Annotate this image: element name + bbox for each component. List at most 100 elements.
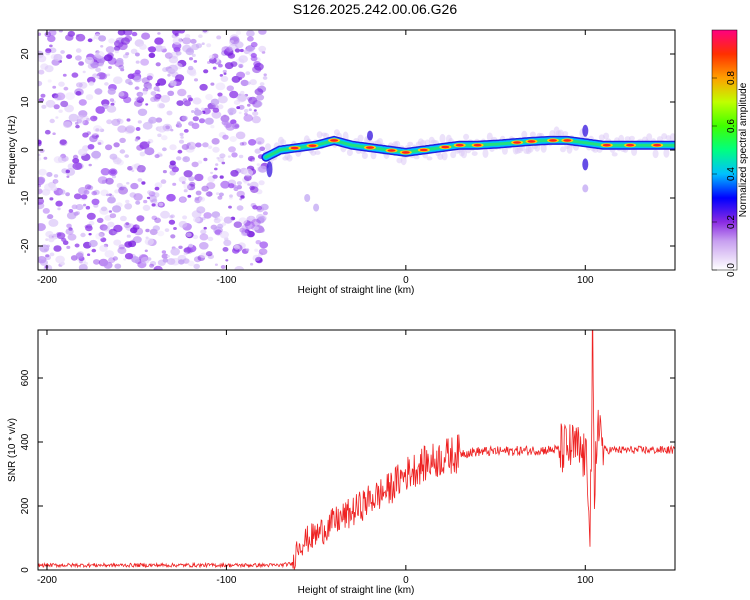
spectrogram-noise-blob [214,167,218,171]
spectrogram-noise-blob [140,256,150,264]
spectrogram-noise-blob [62,73,67,77]
spectrogram-noise-blob [175,51,182,56]
spectrogram-noise-blob [170,234,176,239]
spectrogram-noise-blob [223,72,227,75]
spectrogram-noise-blob [212,107,220,113]
spectrogram-noise-blob [131,169,135,172]
spectrogram-noise-blob [251,115,261,124]
spectrogram-noise-blob [241,141,247,146]
spectrogram-noise-blob [221,222,227,226]
spectrogram-noise-blob [91,248,97,253]
spectrogram-noise-blob [107,52,114,59]
spectrogram-noise-blob [112,100,116,104]
spectrogram-noise-blob [210,82,215,86]
spectrogram-noise-blob [136,215,145,222]
spectrogram-noise-blob [52,233,58,238]
snr-plot-area [38,330,675,570]
spectrogram-noise-blob [78,264,88,270]
spectrogram-noise-blob [131,164,139,170]
spectrogram-noise-blob [230,61,238,67]
spectrogram-noise-blob [88,163,92,167]
spectrogram-noise-blob [117,125,127,133]
spectrogram-x-ticks: -200 -100 0 100 [37,30,594,286]
spectrogram-hotspot [527,140,536,143]
spectrogram-x-axis-label: Height of straight line (km) [298,285,415,296]
spectrogram-halo [407,141,414,147]
spectrogram-hotspot [626,143,635,147]
spectrogram-noise-blob [204,117,214,125]
spectrogram-noise-blob [206,191,213,197]
spectrogram-noise-blob [95,232,104,240]
spectrogram-hotspot [308,144,317,147]
spectrogram-noise-blob [251,218,261,227]
spectrogram-noise-blob [187,194,192,198]
spectrogram-noise-blob [218,192,224,197]
spectrogram-noise-blob [233,100,241,105]
spectrogram-noise-blob [198,118,206,124]
spectrogram-noise-blob [145,228,150,233]
spectrogram-noise-blob [188,97,193,102]
spectrogram-noise-blob [125,125,136,133]
spectrogram-noise-blob [99,224,108,231]
spectrogram-noise-blob [227,155,231,158]
spectrogram-noise-blob [153,265,163,270]
spectrogram-noise-blob [59,139,67,146]
spectrogram-noise-blob [86,212,96,220]
spectrogram-noise-blob [214,263,218,266]
spectrogram-noise-blob [245,71,251,76]
spectrogram-noise-blob [176,156,182,161]
spectrogram-halo [663,148,670,158]
spectrogram-halo [646,133,653,141]
spectrogram-noise-blob [259,241,269,249]
spectrogram-noise-blob [99,244,108,252]
spectrogram-noise-blob [48,237,55,243]
spectrogram-noise-blob [38,168,47,176]
spectrogram-noise-blobs [38,30,269,270]
spectrogram-noise-blob [135,127,141,131]
spectrogram-noise-blob [238,63,244,69]
spectrogram-y-ticks: -20 -10 0 10 20 [20,48,675,253]
spectrogram-noise-blob [252,111,259,116]
spectrogram-noise-blob [45,254,50,258]
spectrogram-hotspot [473,143,482,147]
spectrogram-noise-blob [136,144,144,151]
spectrogram-noise-blob [49,118,55,124]
spectrogram-halo [566,144,573,154]
spectrogram-noise-blob [219,74,224,77]
spectrogram-noise-blob [126,181,130,185]
spectrogram-noise-blob [162,123,173,132]
spectrogram-noise-blob [131,256,140,263]
spectrogram-noise-blob [137,108,148,117]
spectrogram-noise-blob [38,176,46,184]
spectrogram-noise-blob [211,211,221,219]
spectrogram-noise-blob [210,125,215,129]
spectrogram-noise-blob [187,183,196,191]
spectrogram-noise-blob [151,215,158,220]
spectrogram-noise-blob [146,85,152,90]
spectrogram-noise-blob [254,62,264,71]
spectrogram-noise-blob [237,93,248,102]
spectrogram-noise-blob [152,198,158,203]
spectrogram-noise-blob [133,193,143,201]
spectrogram-noise-blob [187,65,194,71]
spectrogram-noise-blob [215,192,220,196]
spectrogram-noise-blob [66,245,71,249]
spectrogram-noise-blob [210,98,220,106]
spectrogram-noise-blob [64,104,74,113]
spectrogram-noise-blob [146,196,151,200]
spectrogram-noise-blob [113,142,120,148]
spectrogram-noise-blob [157,89,161,92]
spectrogram-noise-blob [119,137,126,143]
spectrogram-noise-blob [100,237,107,243]
spectrogram-hotspot [563,139,572,142]
spectrogram-noise-blob [197,160,203,164]
spectrogram-noise-blob [192,97,202,105]
spectrogram-noise-blob [38,197,45,205]
spectrogram-noise-blob [171,166,179,173]
spectrogram-noise-blob [198,34,203,38]
spectrogram-noise-blob [103,261,113,269]
spectrogram-noise-blob [83,203,87,207]
spectrogram-noise-blob [191,53,196,58]
snr-x-tick-label: 100 [577,575,594,586]
